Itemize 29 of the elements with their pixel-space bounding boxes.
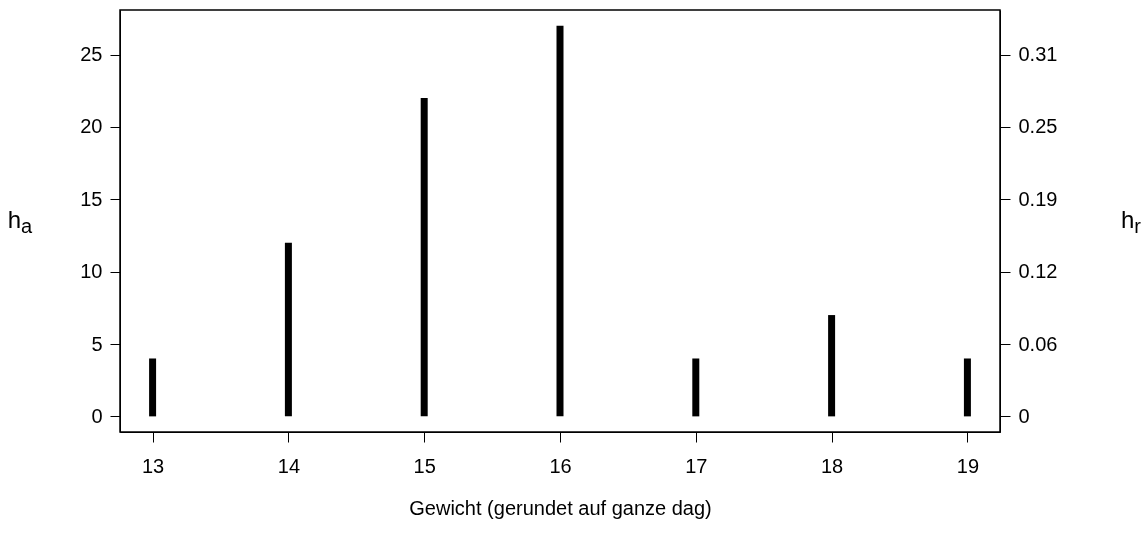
y2-tick-label: 0.19 <box>1018 187 1058 210</box>
x-tick-label: 15 <box>413 454 436 477</box>
bar <box>556 25 564 417</box>
y-tick-label: 15 <box>80 187 103 210</box>
x-tick-label: 18 <box>820 454 844 477</box>
y2-tick-label: 0.25 <box>1018 115 1058 138</box>
y2-tick-label: 0.06 <box>1018 332 1058 355</box>
x-tick-label: 13 <box>141 454 165 477</box>
y-tick-label: 5 <box>91 332 103 355</box>
bar <box>828 315 836 417</box>
x-axis-title: Gewicht (gerundet auf ganze dag) <box>409 496 712 519</box>
y-axis-title: h$_{a}$ <box>7 205 33 239</box>
y2-axis-title: h$_{r}$ <box>1120 205 1142 239</box>
y-tick-label: 0 <box>91 404 103 427</box>
bar <box>284 242 292 417</box>
bar <box>692 358 700 417</box>
y-tick-label: 10 <box>80 260 103 283</box>
x-tick-label: 19 <box>956 454 980 477</box>
y2-tick-label: 0.31 <box>1018 43 1058 66</box>
y2-tick-label: 0 <box>1018 404 1030 427</box>
x-tick-label: 17 <box>685 454 708 477</box>
x-tick-label: 16 <box>549 454 572 477</box>
bar <box>149 358 157 417</box>
x-tick-label: 14 <box>277 454 301 477</box>
y-tick-label: 20 <box>80 115 103 138</box>
y2-tick-label: 0.12 <box>1018 260 1058 283</box>
bar <box>963 358 971 417</box>
bar <box>420 97 428 417</box>
y-tick-label: 25 <box>80 43 103 66</box>
